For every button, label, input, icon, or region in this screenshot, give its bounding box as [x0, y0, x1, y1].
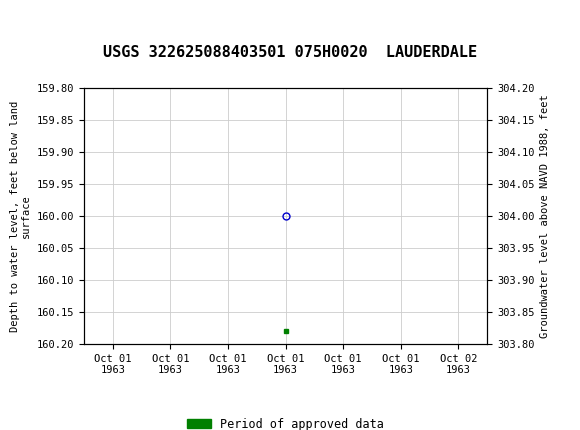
Y-axis label: Groundwater level above NAVD 1988, feet: Groundwater level above NAVD 1988, feet	[540, 94, 550, 338]
Text: ≈USGS: ≈USGS	[14, 12, 85, 31]
Text: USGS 322625088403501 075H0020  LAUDERDALE: USGS 322625088403501 075H0020 LAUDERDALE	[103, 45, 477, 60]
Legend: Period of approved data: Period of approved data	[183, 413, 389, 430]
Y-axis label: Depth to water level, feet below land
surface: Depth to water level, feet below land su…	[10, 101, 31, 332]
